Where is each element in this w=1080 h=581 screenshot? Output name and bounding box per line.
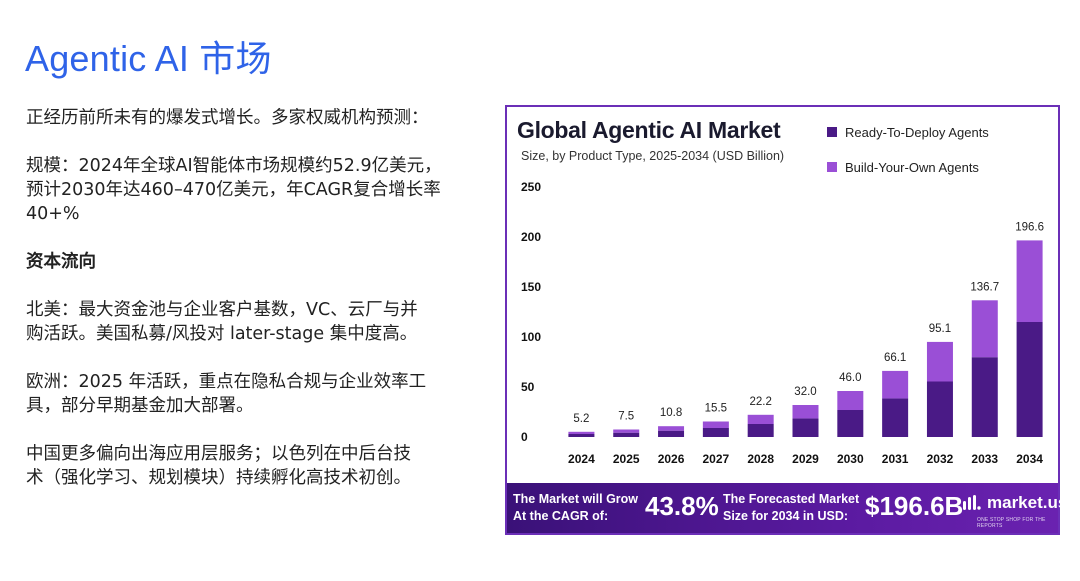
cagr-value: 43.8%	[645, 491, 719, 521]
x-tick-label: 2032	[927, 452, 954, 466]
x-tick-label: 2031	[882, 452, 909, 466]
legend-item-build-your-own: Build-Your-Own Agents	[827, 158, 989, 176]
x-tick-label: 2030	[837, 452, 864, 466]
bar-total-label: 46.0	[839, 372, 861, 384]
china-text-line-2: 术（强化学习、规划模块）持续孵化高技术初创。	[26, 468, 411, 488]
bar-total-label: 136.7	[970, 281, 999, 293]
intro-text: 正经历前所未有的爆发式增长。多家权威机构预测：	[26, 108, 429, 128]
bar-build-your-own	[702, 421, 729, 428]
bar-build-your-own	[971, 300, 998, 358]
chart-title: Global Agentic AI Market	[517, 117, 781, 143]
bar-ready-to-deploy	[702, 428, 729, 437]
x-tick-label: 2027	[703, 452, 730, 466]
scale-text-line-2: 预计2030年达460–470亿美元，年CAGR复合增长率	[26, 180, 441, 200]
bar-build-your-own	[613, 429, 640, 433]
bar-ready-to-deploy	[1016, 322, 1043, 437]
bar-build-your-own	[882, 370, 909, 399]
bar-build-your-own	[1016, 240, 1043, 322]
china-text-line-1: 中国更多偏向出海应用层服务；以色列在中后台技	[26, 444, 411, 464]
capital-flow-heading: 资本流向	[26, 252, 96, 272]
chart-subtitle: Size, by Product Type, 2025-2034 (USD Bi…	[521, 149, 785, 163]
bar-build-your-own	[568, 431, 595, 434]
bar-total-label: 66.1	[884, 352, 906, 364]
legend-item-ready-to-deploy: Ready-To-Deploy Agents	[827, 123, 989, 141]
brand-tagline: ONE STOP SHOP FOR THE REPORTS	[977, 517, 1046, 529]
bar-build-your-own	[837, 391, 864, 410]
x-tick-label: 2028	[747, 452, 774, 466]
x-tick-label: 2024	[568, 452, 595, 466]
y-tick-label: 100	[521, 330, 541, 344]
bar-ready-to-deploy	[613, 432, 640, 437]
bar-total-label: 32.0	[794, 386, 816, 398]
bar-build-your-own	[926, 341, 953, 382]
legend-swatch-build-your-own	[827, 162, 837, 172]
market-us-logo-icon	[963, 495, 981, 510]
market-chart-panel: Global Agentic AI Market Size, by Produc…	[505, 105, 1067, 535]
brand-name: market.us	[987, 493, 1068, 512]
x-tick-label: 2029	[792, 452, 819, 466]
legend-label-build-your-own: Build-Your-Own Agents	[845, 159, 979, 175]
north-america-text-line-1: 北美：最大资金池与企业客户基数，VC、云厂与并	[26, 300, 418, 320]
x-tick-label: 2033	[971, 452, 998, 466]
bar-ready-to-deploy	[658, 430, 685, 437]
bar-ready-to-deploy	[837, 410, 864, 437]
bar-ready-to-deploy	[792, 418, 819, 437]
y-tick-label: 50	[521, 380, 535, 394]
bar-total-label: 22.2	[749, 396, 771, 408]
scale-text-line-1: 规模：2024年全球AI智能体市场规模约52.9亿美元，	[26, 156, 442, 176]
europe-text-line-1: 欧洲：2025 年活跃，重点在隐私合规与企业效率工	[26, 372, 427, 392]
summary-banner: The Market will Grow At the CAGR of: 43.…	[507, 483, 1067, 533]
bar-chart: 0 50 100 150 200 250 5.2 2024 7.5 2025 10.8 2026 15.…	[521, 180, 1044, 466]
bar-total-label: 10.8	[660, 407, 682, 419]
bar-total-label: 7.5	[618, 411, 634, 423]
y-tick-label: 200	[521, 230, 541, 244]
cagr-label: The Market will Grow At the CAGR of:	[513, 492, 639, 523]
legend-swatch-ready-to-deploy	[827, 127, 837, 137]
bar-ready-to-deploy	[568, 434, 595, 437]
bar-build-your-own	[658, 426, 685, 431]
y-tick-label: 250	[521, 180, 541, 194]
x-tick-label: 2025	[613, 452, 640, 466]
europe-text-line-2: 具，部分早期基金加大部署。	[26, 396, 254, 416]
bar-ready-to-deploy	[971, 357, 998, 437]
bar-build-your-own	[792, 405, 819, 419]
bar-total-label: 95.1	[929, 323, 951, 335]
page-title: Agentic AI 市场	[25, 38, 272, 79]
y-tick-label: 150	[521, 280, 541, 294]
north-america-text-line-2: 购活跃。美国私募/风投对 later-stage 集中度高。	[26, 324, 418, 344]
forecast-value: $196.6B	[865, 491, 964, 521]
brand-logo: market.us	[962, 493, 1067, 513]
bar-total-label: 5.2	[573, 413, 589, 425]
content-text: 正经历前所未有的爆发式增长。多家权威机构预测： 规模：2024年全球AI智能体市…	[26, 106, 486, 490]
bar-ready-to-deploy	[747, 424, 774, 437]
bar-ready-to-deploy	[882, 398, 909, 437]
y-tick-label: 0	[521, 430, 528, 444]
forecast-label: The Forecasted Market Size for 2034 in U…	[723, 492, 860, 523]
x-tick-label: 2034	[1016, 452, 1043, 466]
bar-build-your-own	[747, 414, 774, 424]
bar-ready-to-deploy	[926, 381, 953, 437]
x-tick-label: 2026	[658, 452, 685, 466]
legend-label-ready-to-deploy: Ready-To-Deploy Agents	[845, 124, 989, 140]
scale-text-line-3: 40+%	[26, 204, 80, 224]
bar-total-label: 196.6	[1015, 221, 1044, 233]
bar-total-label: 15.5	[705, 403, 727, 415]
chart-legend: Ready-To-Deploy Agents Build-Your-Own Ag…	[827, 123, 989, 193]
